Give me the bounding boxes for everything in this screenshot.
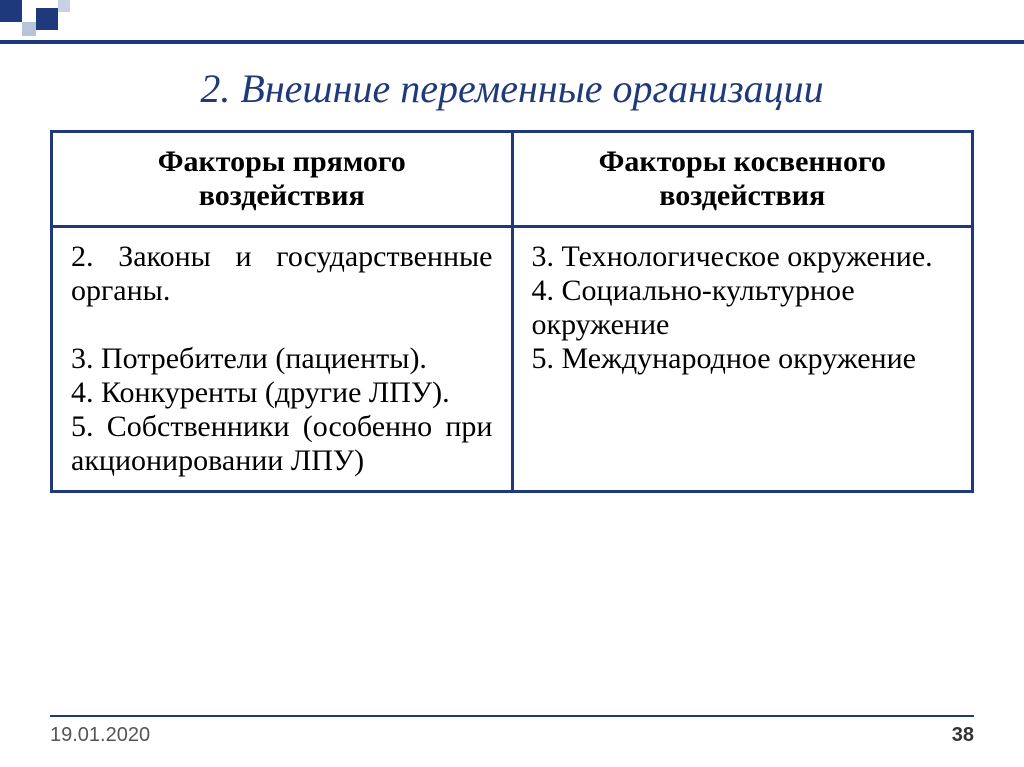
decoration-square bbox=[22, 22, 36, 36]
header-indirect-factors: Факторы косвенного воздействия bbox=[512, 132, 973, 227]
footer: 19.01.2020 38 bbox=[50, 724, 974, 747]
decoration-square bbox=[0, 0, 22, 22]
cell-indirect-factors: 3. Технологическое окружение. 4. Социаль… bbox=[512, 227, 973, 492]
header-direct-factors: Факторы прямого воздействия bbox=[52, 132, 513, 227]
main-table: Факторы прямого воздействия Факторы косв… bbox=[50, 130, 974, 493]
decoration-square bbox=[58, 0, 70, 12]
header-line bbox=[0, 40, 1024, 44]
page-number: 38 bbox=[952, 724, 974, 747]
slide-title: 2. Внешние переменные организации bbox=[0, 65, 1024, 112]
decoration-square bbox=[36, 8, 58, 30]
footer-date: 19.01.2020 bbox=[50, 724, 150, 747]
cell-direct-factors: 2. Законы и государственные органы. 3. П… bbox=[52, 227, 513, 492]
footer-line bbox=[50, 715, 974, 717]
